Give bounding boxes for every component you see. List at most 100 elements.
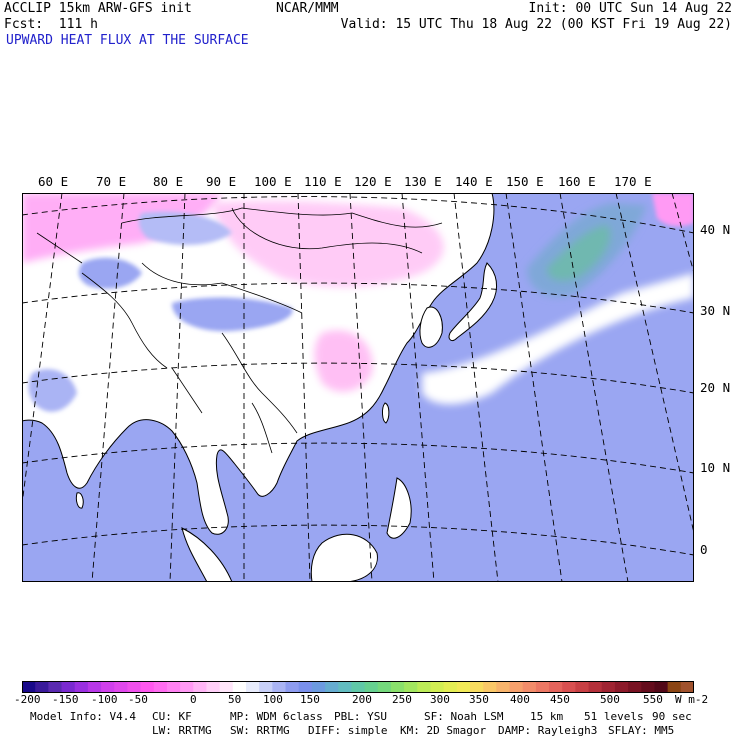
colorbar-swatch: [219, 681, 234, 693]
land-positive-flux-india: [28, 369, 77, 412]
graticule: [22, 193, 694, 582]
ocean-negative-flux-corner: [652, 193, 694, 227]
land-japan: [448, 262, 498, 341]
valid-time: Valid: 15 UTC Thu 18 Aug 22 (00 KST Fri …: [340, 17, 732, 32]
model-info-mp: MP: WDM 6class: [230, 710, 323, 723]
colorbar-label: -50: [128, 693, 148, 706]
lon-label: 80 E: [153, 174, 184, 189]
colorbar-swatch: [614, 681, 629, 693]
colorbar-swatch: [509, 681, 524, 693]
model-title: ACCLIP 15km ARW-GFS init: [4, 1, 192, 16]
colorbar-swatch: [588, 681, 603, 693]
lat-label: 20 N: [700, 380, 731, 395]
init-time: Init: 00 UTC Sun 14 Aug 22: [528, 1, 733, 16]
colorbar-swatch: [311, 681, 326, 693]
colorbar-swatch: [101, 681, 115, 693]
colorbar-label: 450: [550, 693, 570, 706]
colorbar-swatch: [285, 681, 300, 693]
colorbar-swatch: [206, 681, 221, 693]
colorbar-swatch: [298, 681, 313, 693]
colorbar-swatch: [74, 681, 89, 693]
colorbar-swatch: [325, 681, 339, 693]
field-title: UPWARD HEAT FLUX AT THE SURFACE: [6, 33, 249, 48]
model-info-resolution: 15 km: [530, 710, 564, 723]
lon-label: 150 E: [506, 174, 544, 189]
colorbar-swatch: [351, 681, 366, 693]
model-info-timestep: 90 sec: [652, 710, 692, 723]
lon-label: 60 E: [38, 174, 69, 189]
colorbar-swatch: [35, 681, 49, 693]
colorbar-label: -100: [91, 693, 118, 706]
colorbar-swatch: [641, 681, 655, 693]
model-info-cu: CU: KF: [152, 710, 192, 723]
colorbar-label: 300: [430, 693, 450, 706]
land-negative-flux-north: [22, 193, 222, 263]
model-info-sflay: SFLAY: MM5: [608, 724, 675, 737]
land-positive-flux-tibet: [172, 297, 293, 332]
land-sri-lanka: [75, 492, 84, 509]
land-korea: [419, 306, 443, 348]
colorbar-swatch: [496, 681, 511, 693]
colorbar-swatch: [628, 681, 642, 693]
colorbar-label: 550: [643, 693, 663, 706]
lon-label: 170 E: [614, 174, 652, 189]
model-info-damp: DAMP: Rayleigh3: [498, 724, 598, 737]
lat-label: 30 N: [700, 303, 731, 318]
model-info-version: Model Info: V4.4: [30, 710, 136, 723]
colorbar-swatch: [246, 681, 260, 693]
colorbar-swatch: [443, 681, 458, 693]
colorbar-swatch: [87, 681, 102, 693]
colorbar-swatch: [127, 681, 142, 693]
lon-label: 120 E: [354, 174, 392, 189]
colorbar-swatch: [654, 681, 669, 693]
colorbar-label: 200: [352, 693, 372, 706]
lon-label: 140 E: [455, 174, 493, 189]
ocean-high-flux-core: [547, 225, 611, 281]
colorbar-swatch: [575, 681, 590, 693]
model-info-km: KM: 2D Smagor: [400, 724, 487, 737]
colorbar-label: 150: [300, 693, 320, 706]
colorbar: [22, 681, 694, 693]
flux-map: [22, 193, 694, 582]
colorbar-label: -200: [14, 693, 41, 706]
land-negative-flux-central: [212, 200, 444, 288]
colorbar-swatch: [470, 681, 484, 693]
colorbar-swatch: [456, 681, 471, 693]
lon-label: 160 E: [558, 174, 596, 189]
land-positive-flux-central-asia: [138, 211, 232, 245]
lon-label: 70 E: [96, 174, 127, 189]
colorbar-swatch: [140, 681, 155, 693]
model-info-sf: SF: Noah LSM: [424, 710, 504, 723]
model-info-levels: 51 levels: [584, 710, 644, 723]
colorbar-swatch: [22, 681, 36, 693]
land-sumatra: [181, 527, 233, 582]
colorbar-swatch: [259, 681, 273, 693]
colorbar-label: 500: [600, 693, 620, 706]
colorbar-swatch: [417, 681, 431, 693]
colorbar-swatch: [601, 681, 616, 693]
colorbar-swatch: [430, 681, 445, 693]
land-philippines: [386, 477, 412, 539]
lon-label: 130 E: [404, 174, 442, 189]
colorbar-label: 400: [510, 693, 530, 706]
lat-label: 10 N: [700, 460, 731, 475]
colorbar-swatch: [153, 681, 168, 693]
colorbar-label: 250: [392, 693, 412, 706]
colorbar-swatch: [180, 681, 194, 693]
colorbar-label: 50: [228, 693, 242, 706]
colorbar-swatch: [549, 681, 563, 693]
colorbar-swatch: [404, 681, 418, 693]
land-negative-flux-china: [314, 330, 373, 392]
colorbar-swatch: [680, 681, 694, 693]
land-borneo: [310, 533, 378, 582]
colorbar-label: 0: [190, 693, 197, 706]
colorbar-swatch: [48, 681, 63, 693]
country-borders: [36, 207, 443, 454]
model-info-pbl: PBL: YSU: [334, 710, 387, 723]
land-taiwan: [382, 402, 390, 424]
colorbar-swatch: [193, 681, 207, 693]
colorbar-swatch: [364, 681, 379, 693]
model-info-lw: LW: RRTMG: [152, 724, 212, 737]
colorbar-label: 350: [469, 693, 489, 706]
colorbar-swatch: [114, 681, 128, 693]
